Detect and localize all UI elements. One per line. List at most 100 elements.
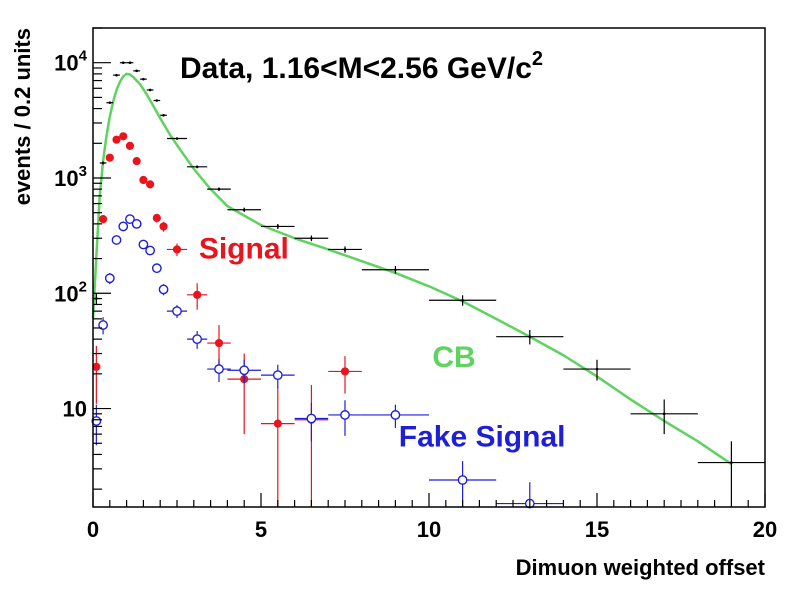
y-tick-label-base: 10 [54,166,78,191]
filled-marker [105,153,114,162]
filled-marker [152,213,161,223]
y-tick-label: 102 [54,278,87,306]
open-marker [214,364,224,374]
chart-title-main: Data, 1.16<M<2.56 GeV/c [180,52,532,85]
open-marker [131,218,142,229]
signal-point [152,213,161,223]
fake-signal-point [294,402,329,442]
dot-marker [310,236,313,240]
data-point [630,399,698,435]
open-marker [158,284,169,295]
y-tick-label-base: 10 [54,281,78,306]
signal-series [92,132,362,507]
dot-marker [108,101,112,104]
x-tick-label: 20 [753,517,777,542]
filled-marker [172,245,182,254]
fake-signal-point [98,317,108,335]
data-point [153,99,161,102]
open-marker [151,263,162,274]
data-point [133,69,141,73]
dot-marker [121,61,125,65]
dot-marker [528,335,532,339]
y-tick-label-base: 10 [63,397,87,422]
data-point [361,266,429,274]
fake-signal-point [111,235,122,245]
filled-marker [193,290,202,299]
filled-marker [125,141,135,150]
dot-marker [101,161,105,165]
dot-marker [461,298,464,302]
data-point [146,88,154,92]
signal-point [112,135,121,144]
open-marker [340,410,350,420]
data-point [227,207,261,212]
fake-signal-point [187,331,208,349]
filled-marker [146,180,155,189]
dot-marker [148,88,152,92]
signal-point [98,214,108,224]
data-point [328,246,362,253]
dot-marker [195,165,199,169]
open-marker [192,334,203,345]
y-tick-label-exponent: 4 [79,48,88,65]
y-tick-label: 104 [54,48,87,76]
y-tick-label-exponent: 2 [79,278,87,295]
data-point [261,223,295,230]
signal-point [146,180,155,189]
fake-signal-point [166,305,188,319]
x-tick-label: 10 [417,517,441,542]
y-tick-label: 103 [54,163,87,191]
data-point [106,101,114,104]
signal-point [125,141,135,150]
fake-signal-point [91,404,102,446]
data-point [126,61,134,65]
open-marker [111,235,122,245]
fake-signal-point [138,239,149,250]
y-tick-label-base: 10 [54,51,78,76]
fake-signal-point [429,461,497,507]
x-tick-label: 15 [585,517,609,542]
open-marker [98,320,108,330]
dot-marker [595,367,599,371]
dot-marker [242,208,246,212]
open-marker [239,365,250,376]
signal-point [119,132,128,141]
data-point [166,137,188,140]
signal-point [132,157,141,166]
signal-point [92,345,101,404]
data-point [160,113,167,117]
dot-marker [276,225,280,228]
dot-marker [128,61,132,65]
filled-marker [132,157,141,166]
filled-marker [159,222,168,231]
open-marker [138,239,149,250]
x-tick-label: 0 [87,517,99,542]
x-axis-title: Dimuon weighted offset [516,555,766,580]
filled-marker [340,367,350,376]
open-marker [272,370,283,381]
signal-point [105,153,114,162]
filled-marker [98,214,108,224]
series-group [91,61,765,509]
open-marker [172,306,182,317]
dot-marker [175,137,179,140]
chart-title-superscript: 2 [532,48,543,70]
signal-point [328,356,362,394]
open-marker [306,413,317,424]
dot-marker [135,69,138,73]
signal-point [261,386,295,507]
fake-signal-point [207,358,231,382]
open-marker [118,221,129,232]
open-marker [457,475,468,485]
data-point [563,359,631,381]
fake-signal-point [158,284,169,296]
data-point [496,330,564,345]
dot-marker [394,268,397,272]
dot-marker [162,113,165,117]
fake-signal-point [227,359,261,384]
data-point [187,165,208,169]
fake-signal-point [145,245,156,256]
dot-marker [217,187,221,191]
